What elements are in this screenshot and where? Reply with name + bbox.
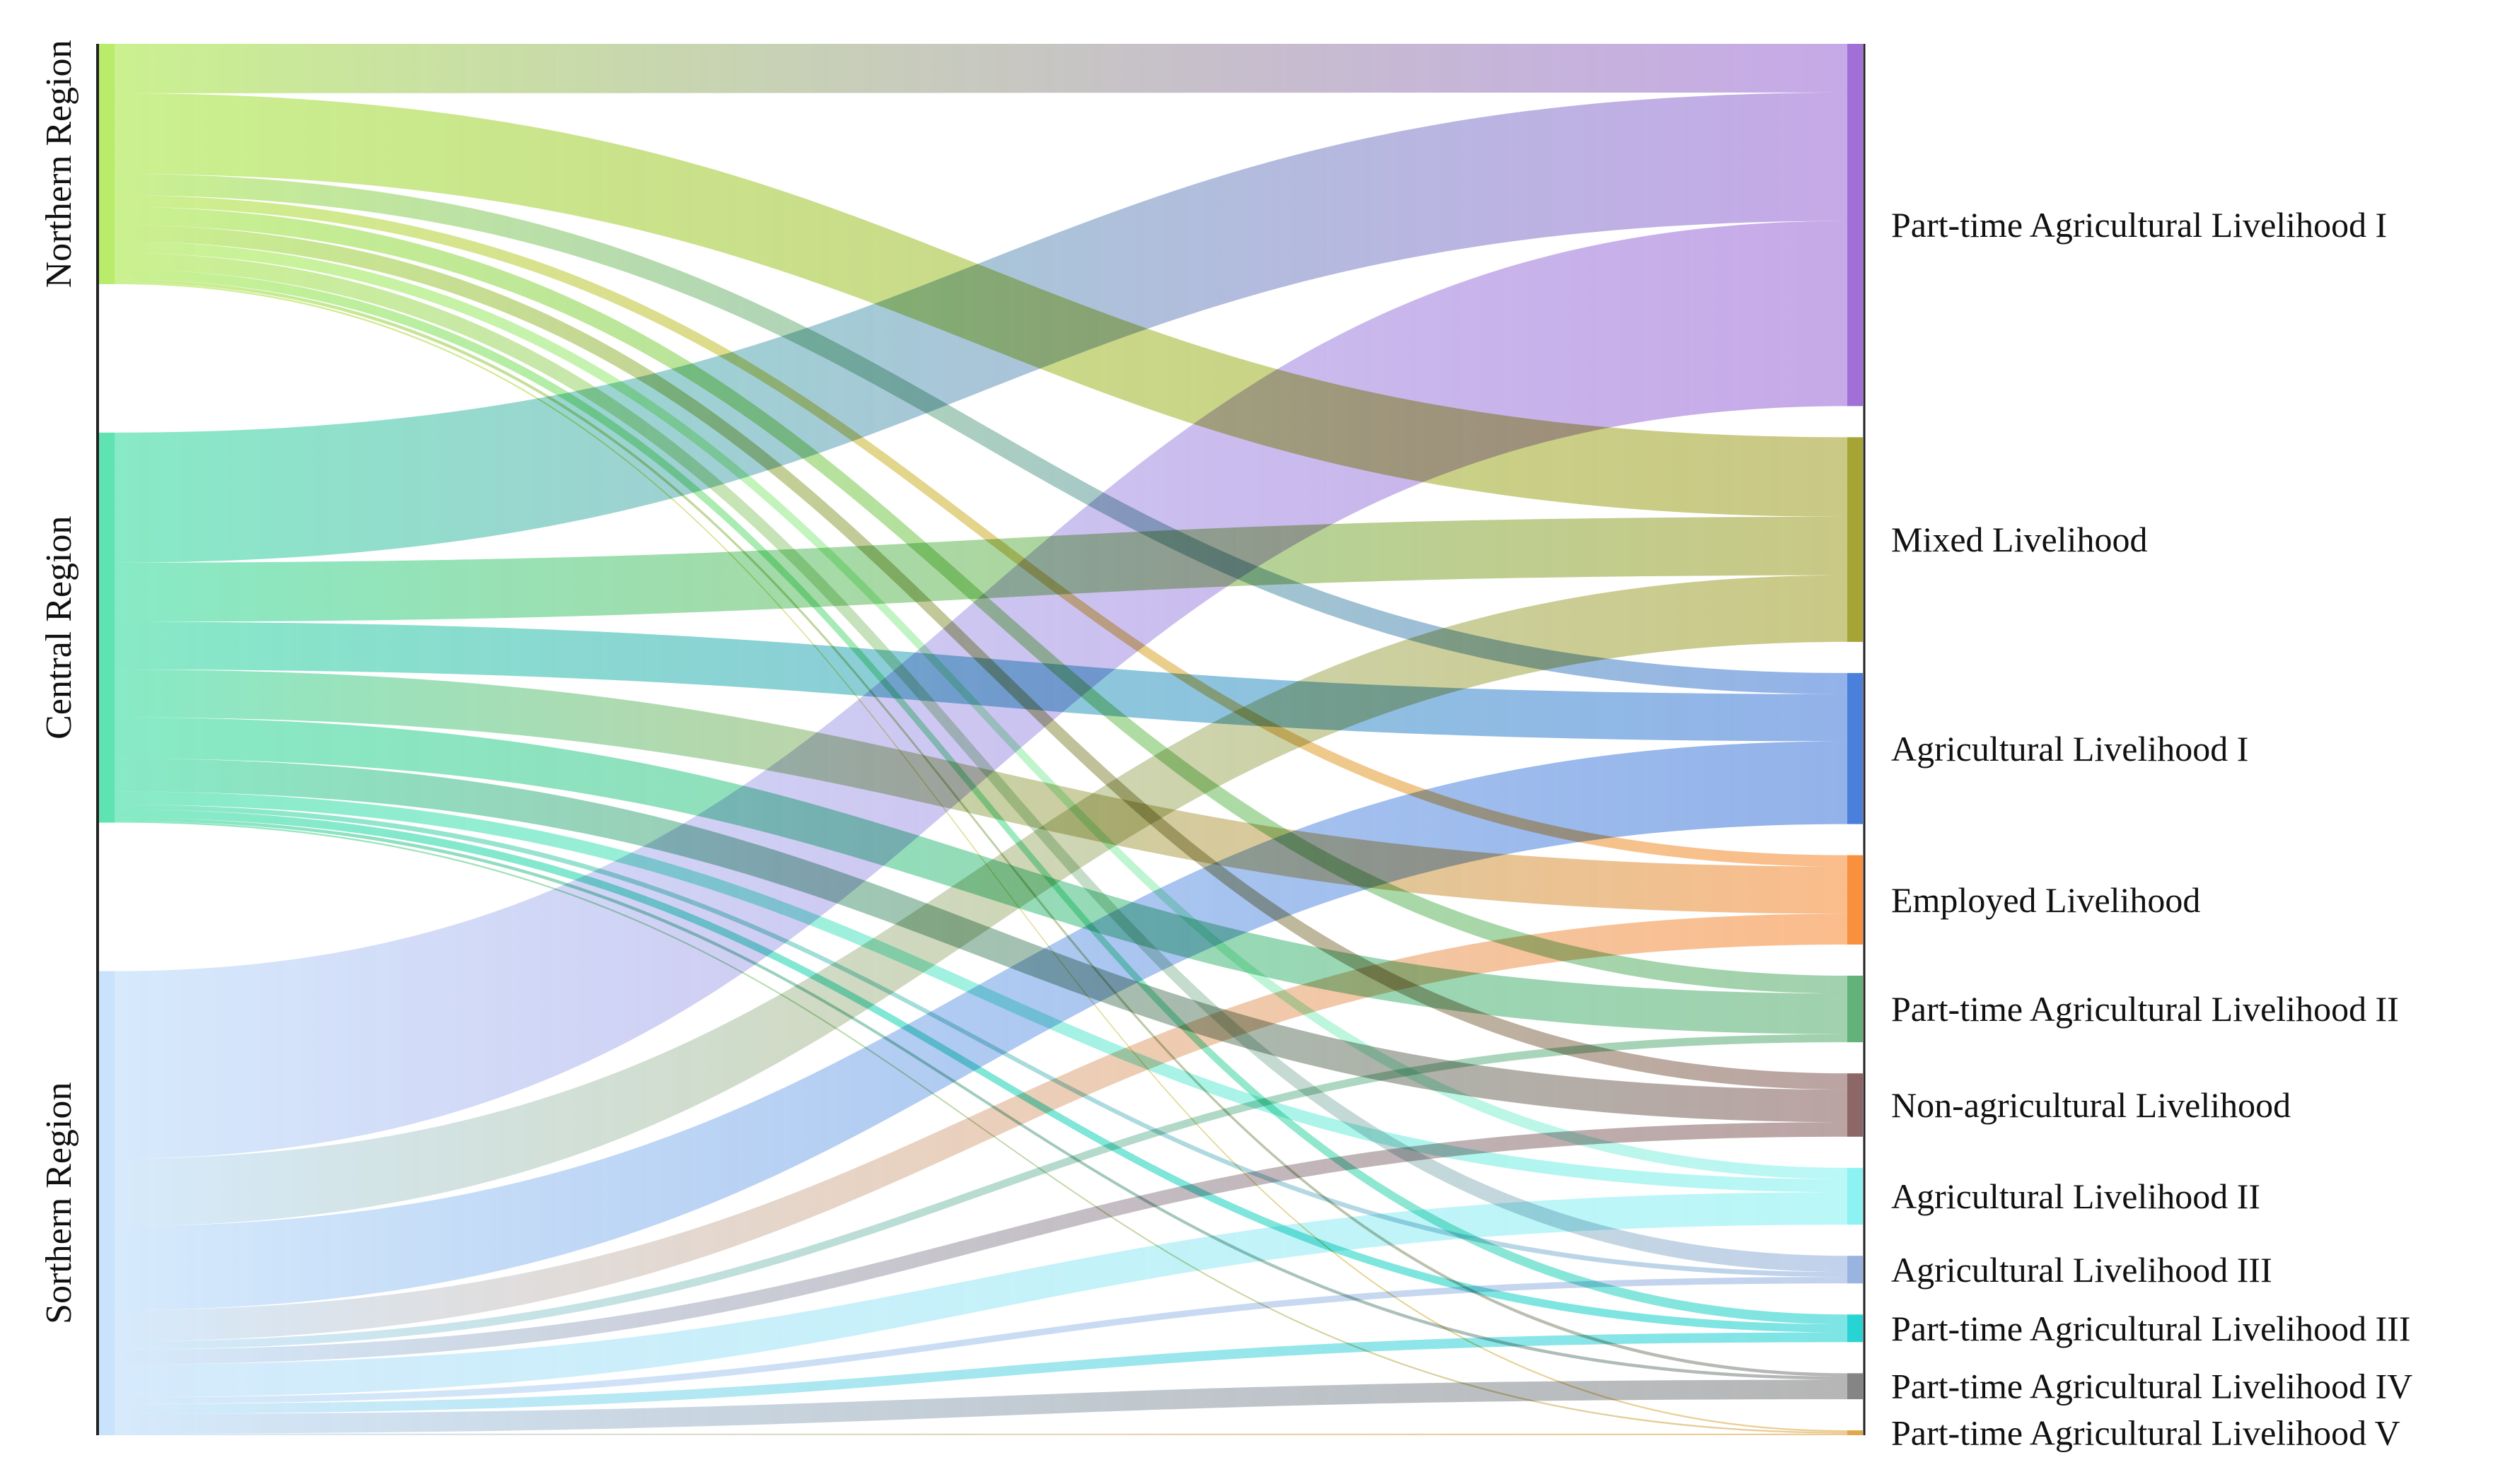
target-node-agricultural-livelihood-iii — [1847, 1256, 1863, 1284]
link-sorthern-region-to-part-time-agricultural-livelihood-iii — [115, 1332, 1847, 1414]
source-label-sorthern-region: Sorthern Region — [39, 1082, 79, 1324]
link-northern-region-to-employed-livelihood — [115, 195, 1847, 867]
sankey-links — [115, 44, 1847, 1435]
link-sorthern-region-to-non-agricultural-livelihood — [115, 1122, 1847, 1365]
link-sorthern-region-to-agricultural-livelihood-iii — [115, 1277, 1847, 1404]
target-label-part-time-agricultural-livelihood-iii: Part-time Agricultural Livelihood III — [1891, 1309, 2411, 1348]
target-node-agricultural-livelihood-ii — [1847, 1167, 1863, 1225]
node-labels: Northern Region Central Region Sorthern Re… — [39, 40, 2412, 1452]
source-nodes — [96, 44, 115, 1435]
target-label-non-agricultural-livelihood: Non-agricultural Livelihood — [1891, 1085, 2291, 1125]
target-label-part-time-agricultural-livelihood-iv: Part-time Agricultural Livelihood IV — [1891, 1367, 2412, 1406]
link-northern-region-to-part-time-agricultural-livelihood-iv — [115, 279, 1847, 1377]
target-node-part-time-agricultural-livelihood-iii — [1847, 1314, 1863, 1343]
link-sorthern-region-to-part-time-agricultural-livelihood-v — [115, 1433, 1847, 1435]
target-node-mixed-livelihood — [1847, 437, 1863, 642]
link-northern-region-to-part-time-agricultural-livelihood-i — [115, 44, 1847, 93]
target-label-mixed-livelihood: Mixed Livelihood — [1891, 520, 2147, 559]
source-node-northern-region — [99, 44, 115, 284]
target-node-agricultural-livelihood-i — [1847, 672, 1863, 824]
link-sorthern-region-to-part-time-agricultural-livelihood-iv — [115, 1379, 1847, 1434]
link-sorthern-region-to-agricultural-livelihood-i — [115, 741, 1847, 1311]
link-sorthern-region-to-part-time-agricultural-livelihood-i — [115, 221, 1847, 1159]
source-node-central-region — [99, 432, 115, 823]
target-node-employed-livelihood — [1847, 855, 1863, 945]
link-sorthern-region-to-agricultural-livelihood-ii — [115, 1192, 1847, 1398]
target-label-agricultural-livelihood-i: Agricultural Livelihood I — [1891, 729, 2248, 769]
target-node-part-time-agricultural-livelihood-i — [1847, 44, 1863, 407]
link-central-region-to-non-agricultural-livelihood — [115, 758, 1847, 1123]
link-sorthern-region-to-part-time-agricultural-livelihood-ii — [115, 1034, 1847, 1350]
target-node-part-time-agricultural-livelihood-iv — [1847, 1373, 1863, 1400]
link-central-region-to-mixed-livelihood — [115, 516, 1847, 622]
link-northern-region-to-agricultural-livelihood-i — [115, 173, 1847, 694]
source-label-central-region: Central Region — [39, 516, 79, 740]
source-label-northern-region: Northern Region — [39, 40, 79, 288]
target-node-part-time-agricultural-livelihood-v — [1847, 1430, 1863, 1435]
target-nodes — [1847, 44, 1866, 1435]
link-central-region-to-part-time-agricultural-livelihood-i — [115, 92, 1847, 563]
target-label-employed-livelihood: Employed Livelihood — [1891, 880, 2200, 920]
target-label-part-time-agricultural-livelihood-v: Part-time Agricultural Livelihood V — [1891, 1413, 2400, 1453]
target-label-part-time-agricultural-livelihood-i: Part-time Agricultural Livelihood I — [1891, 205, 2387, 245]
link-central-region-to-part-time-agricultural-livelihood-iv — [115, 817, 1847, 1380]
target-label-agricultural-livelihood-iii: Agricultural Livelihood III — [1891, 1250, 2272, 1290]
target-node-part-time-agricultural-livelihood-ii — [1847, 975, 1863, 1043]
source-node-sorthern-region — [99, 971, 115, 1435]
target-label-agricultural-livelihood-ii: Agricultural Livelihood II — [1891, 1176, 2260, 1216]
link-sorthern-region-to-employed-livelihood — [115, 913, 1847, 1342]
target-label-part-time-agricultural-livelihood-ii: Part-time Agricultural Livelihood II — [1891, 989, 2399, 1029]
link-central-region-to-part-time-agricultural-livelihood-iii — [115, 809, 1847, 1333]
link-sorthern-region-to-mixed-livelihood — [115, 575, 1847, 1227]
target-node-non-agricultural-livelihood — [1847, 1073, 1863, 1137]
